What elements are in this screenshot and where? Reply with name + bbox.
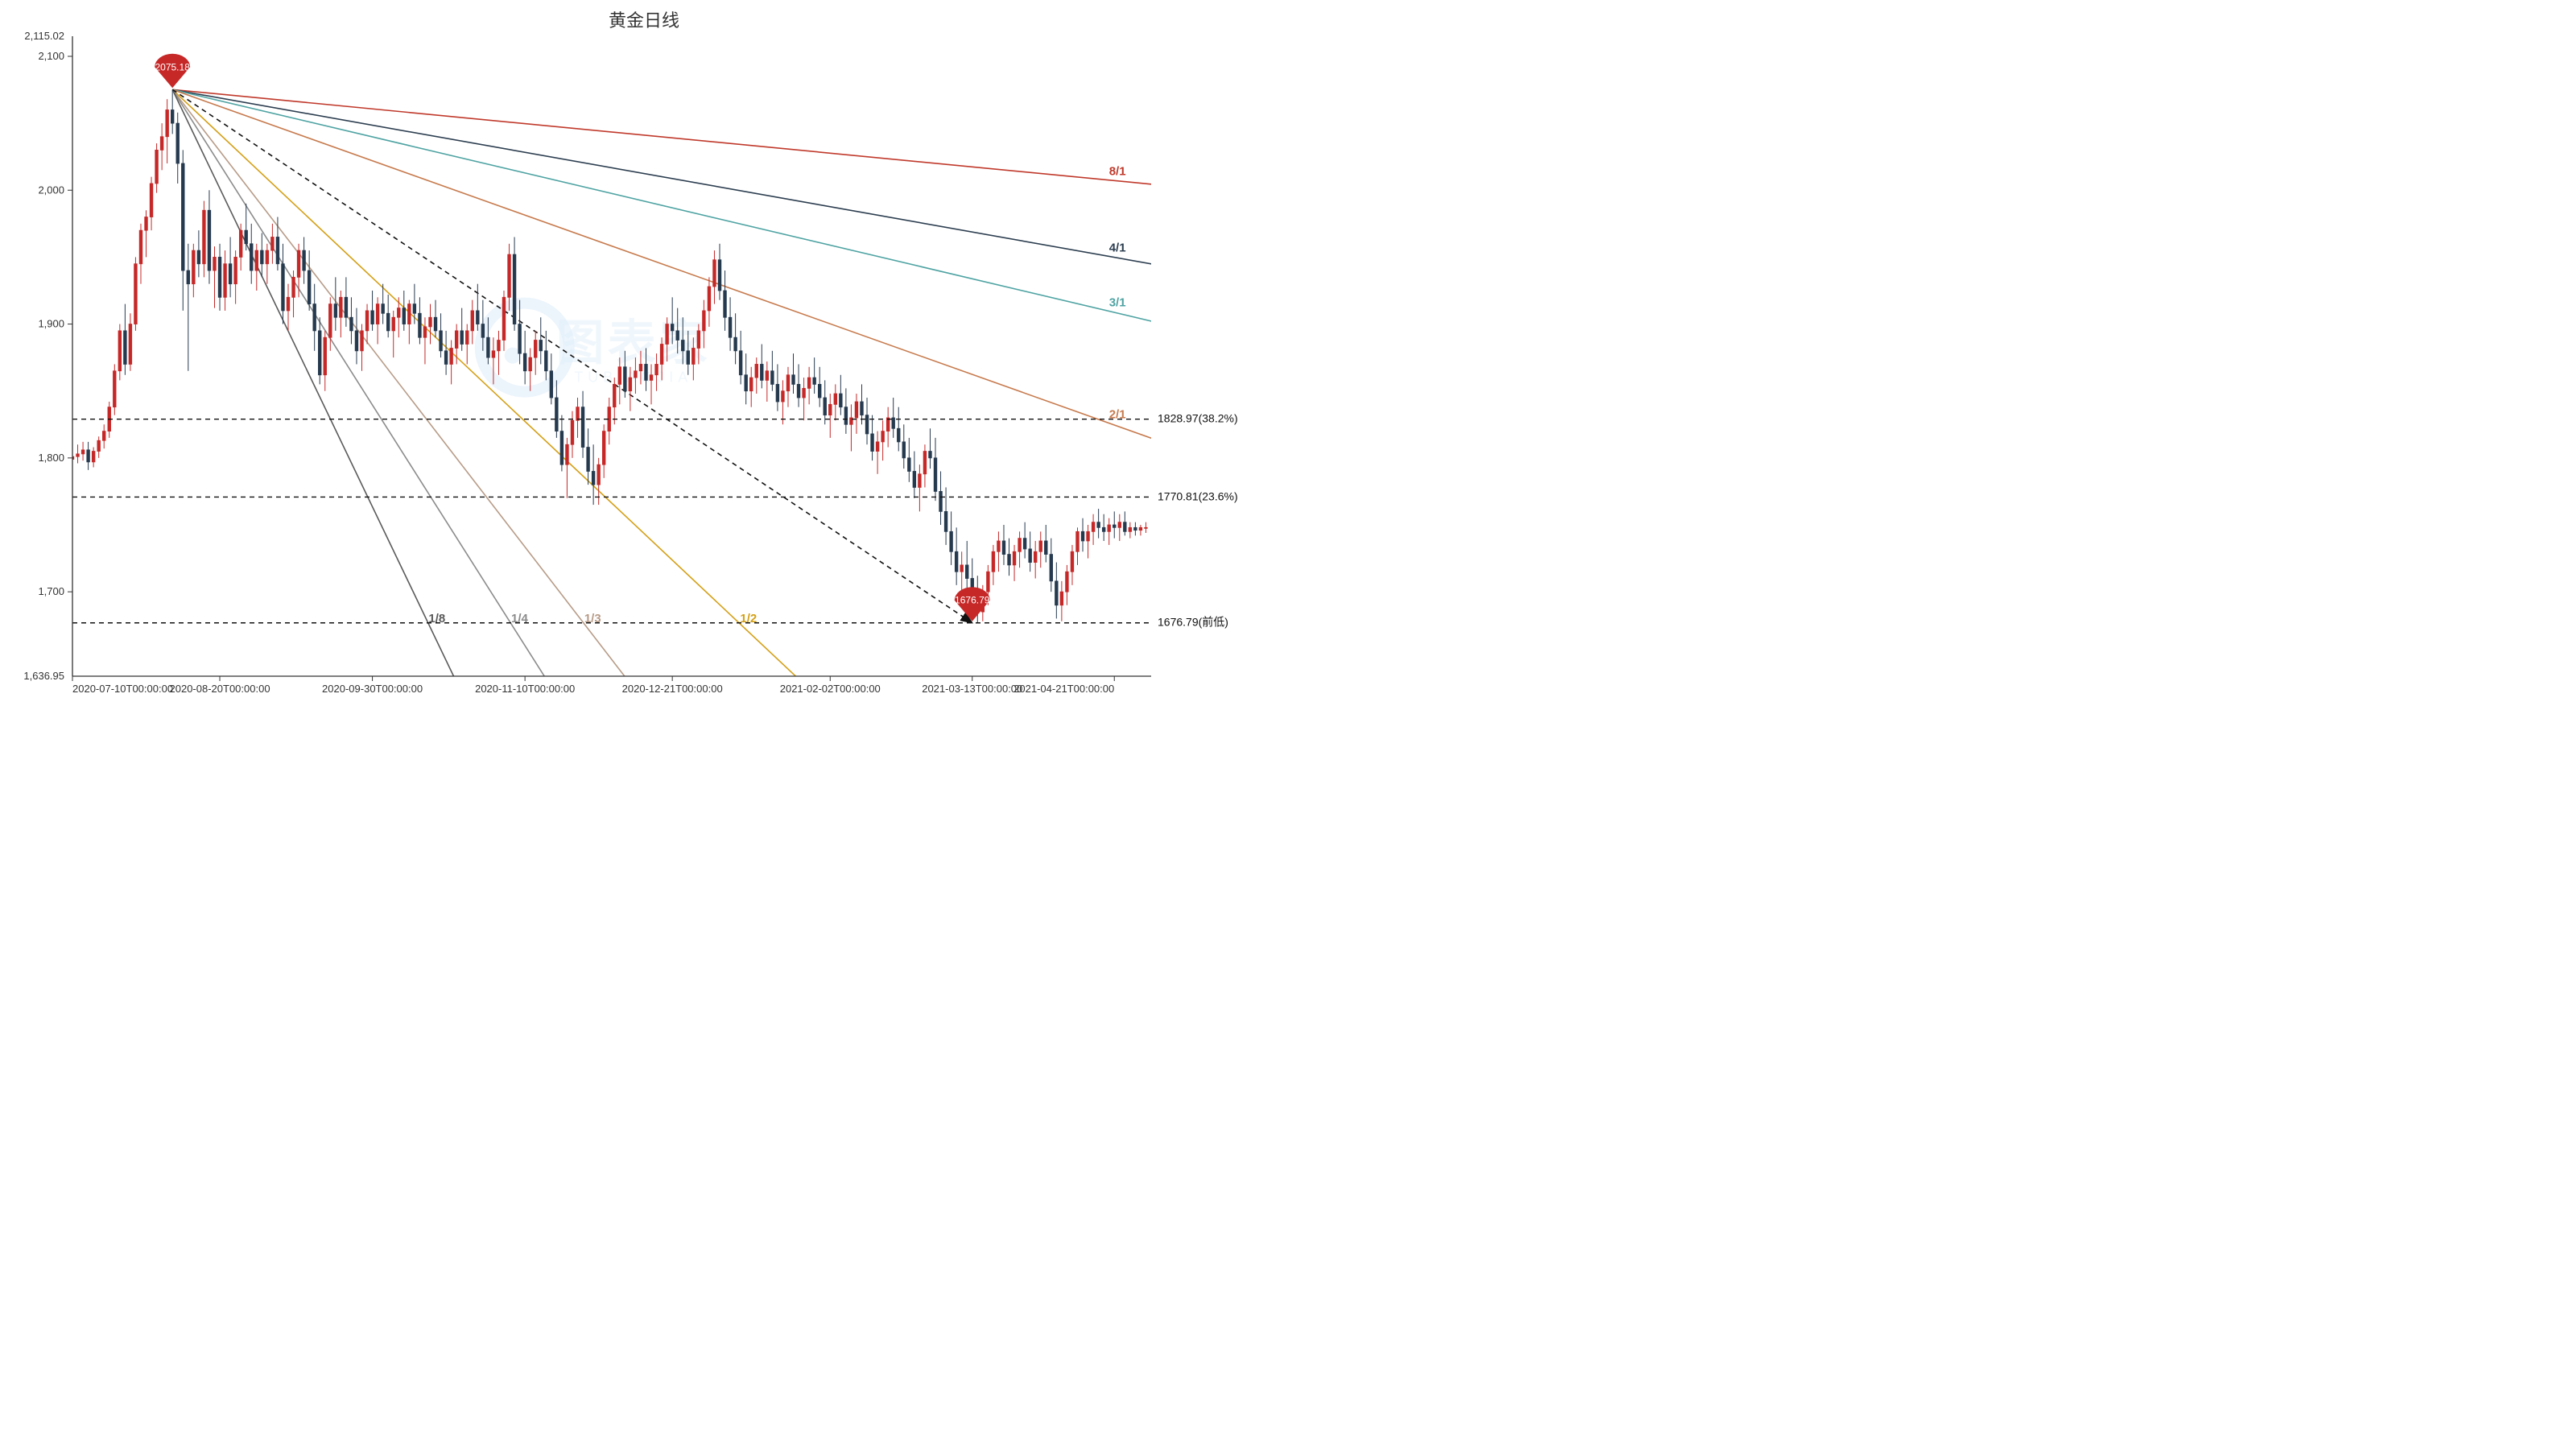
svg-text:2020-09-30T00:00:00: 2020-09-30T00:00:00 <box>322 683 423 695</box>
fan-label: 1/3 <box>584 612 601 625</box>
price-marker: 1676.79 <box>955 587 990 621</box>
chart-title: 黄金日线 <box>0 6 1288 32</box>
svg-text:2,000: 2,000 <box>38 184 64 196</box>
fan-label: 1/8 <box>428 612 445 625</box>
svg-text:2021-02-02T00:00:00: 2021-02-02T00:00:00 <box>780 683 881 695</box>
hline-label: 1828.97(38.2%) <box>1158 412 1238 425</box>
svg-text:1,900: 1,900 <box>38 318 64 330</box>
svg-text:2020-08-20T00:00:00: 2020-08-20T00:00:00 <box>170 683 270 695</box>
fan-label: 3/1 <box>1109 296 1126 310</box>
svg-text:2020-07-10T00:00:00: 2020-07-10T00:00:00 <box>72 683 173 695</box>
svg-text:1,636.95: 1,636.95 <box>23 670 64 682</box>
svg-text:1,700: 1,700 <box>38 585 64 597</box>
svg-text:2021-03-13T00:00:00: 2021-03-13T00:00:00 <box>922 683 1022 695</box>
hline-label: 1676.79(前低) <box>1158 616 1228 629</box>
fan-label: 4/1 <box>1109 241 1126 254</box>
svg-text:2075.18: 2075.18 <box>155 61 190 72</box>
svg-text:2021-04-21T00:00:00: 2021-04-21T00:00:00 <box>1013 683 1114 695</box>
fan-label: 2/1 <box>1109 408 1126 422</box>
chart-container: 黄金日线 图表家TUBIAOJIA1828.97(38.2%)1770.81(2… <box>0 0 1288 724</box>
fan-label: 1/2 <box>740 612 757 625</box>
fan-label: 1/4 <box>511 612 529 625</box>
svg-text:1,800: 1,800 <box>38 452 64 464</box>
svg-text:2020-11-10T00:00:00: 2020-11-10T00:00:00 <box>475 683 575 695</box>
svg-text:1676.79: 1676.79 <box>955 595 990 606</box>
price-marker: 2075.18 <box>155 54 190 89</box>
chart-svg: 图表家TUBIAOJIA1828.97(38.2%)1770.81(23.6%)… <box>0 0 1288 724</box>
svg-text:2,100: 2,100 <box>38 50 64 62</box>
svg-text:2020-12-21T00:00:00: 2020-12-21T00:00:00 <box>622 683 723 695</box>
hline-label: 1770.81(23.6%) <box>1158 489 1238 502</box>
svg-text:TUBIAOJIA: TUBIAOJIA <box>574 369 692 386</box>
fan-label: 8/1 <box>1109 165 1126 179</box>
